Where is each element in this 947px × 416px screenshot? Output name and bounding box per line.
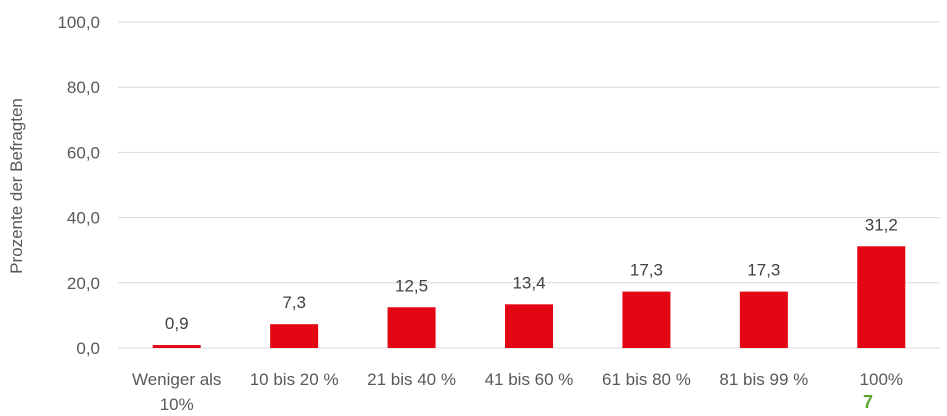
category-label: Weniger als xyxy=(132,370,221,389)
bar xyxy=(739,291,788,348)
y-axis-ticks: 0,0 20,0 40,0 60,0 80,0 100,0 xyxy=(57,13,100,358)
data-label: 17,3 xyxy=(630,261,663,280)
y-tick-label: 80,0 xyxy=(67,78,100,97)
bar xyxy=(622,291,671,348)
category-label: 10 bis 20 % xyxy=(250,370,339,389)
category-label: 81 bis 99 % xyxy=(719,370,808,389)
annotation-number: 7 xyxy=(863,392,873,412)
data-label: 17,3 xyxy=(747,261,780,280)
category-label: 100% xyxy=(860,370,903,389)
category-label: 41 bis 60 % xyxy=(485,370,574,389)
data-labels: 0,9 7,3 12,5 13,4 17,3 17,3 31,2 xyxy=(165,215,898,333)
data-label: 31,2 xyxy=(865,215,898,234)
y-tick-label: 0,0 xyxy=(76,339,100,358)
category-label: 21 bis 40 % xyxy=(367,370,456,389)
data-label: 13,4 xyxy=(512,273,545,292)
bar xyxy=(387,307,436,348)
bar xyxy=(505,304,553,348)
data-label: 7,3 xyxy=(282,293,306,312)
grid-lines xyxy=(118,21,940,349)
y-tick-label: 20,0 xyxy=(67,274,100,293)
category-labels: Weniger als 10% 10 bis 20 % 21 bis 40 % 41 b… xyxy=(132,370,903,414)
y-tick-label: 60,0 xyxy=(67,143,100,162)
data-label: 0,9 xyxy=(165,314,189,333)
y-tick-label: 40,0 xyxy=(67,209,100,228)
y-axis-label: Prozente der Befragten xyxy=(7,98,26,274)
category-label: 10% xyxy=(160,395,194,414)
bars xyxy=(152,246,906,348)
data-label: 12,5 xyxy=(395,276,428,295)
bar xyxy=(270,324,319,348)
bar xyxy=(857,246,906,348)
bar xyxy=(152,345,201,348)
y-tick-label: 100,0 xyxy=(57,13,100,32)
category-label: 61 bis 80 % xyxy=(602,370,691,389)
